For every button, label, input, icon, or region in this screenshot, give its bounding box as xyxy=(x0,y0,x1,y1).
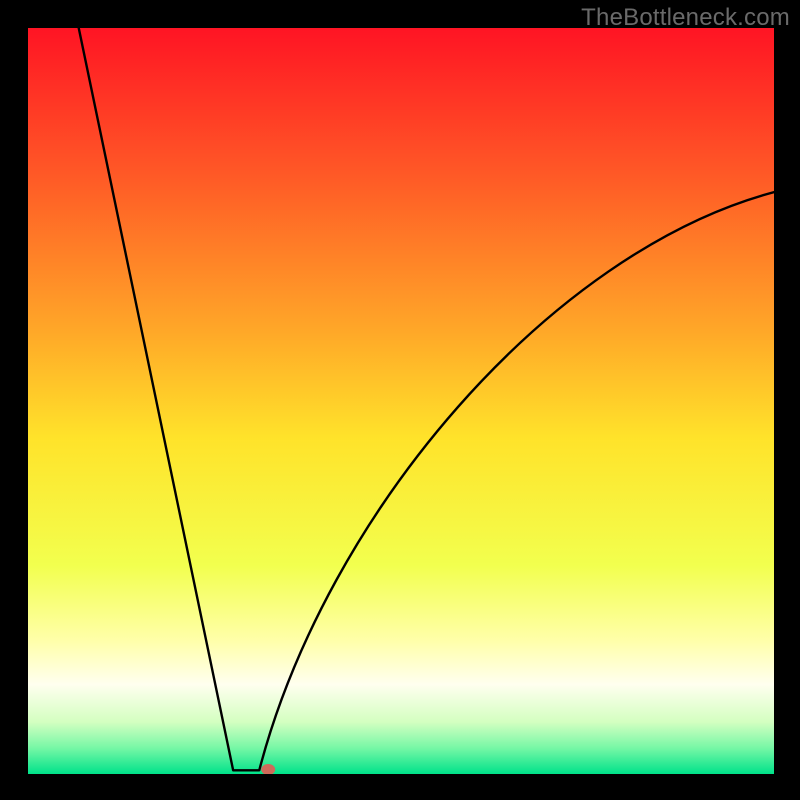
bottleneck-plot xyxy=(28,28,774,774)
chart-frame: TheBottleneck.com xyxy=(0,0,800,800)
plot-background xyxy=(28,28,774,774)
